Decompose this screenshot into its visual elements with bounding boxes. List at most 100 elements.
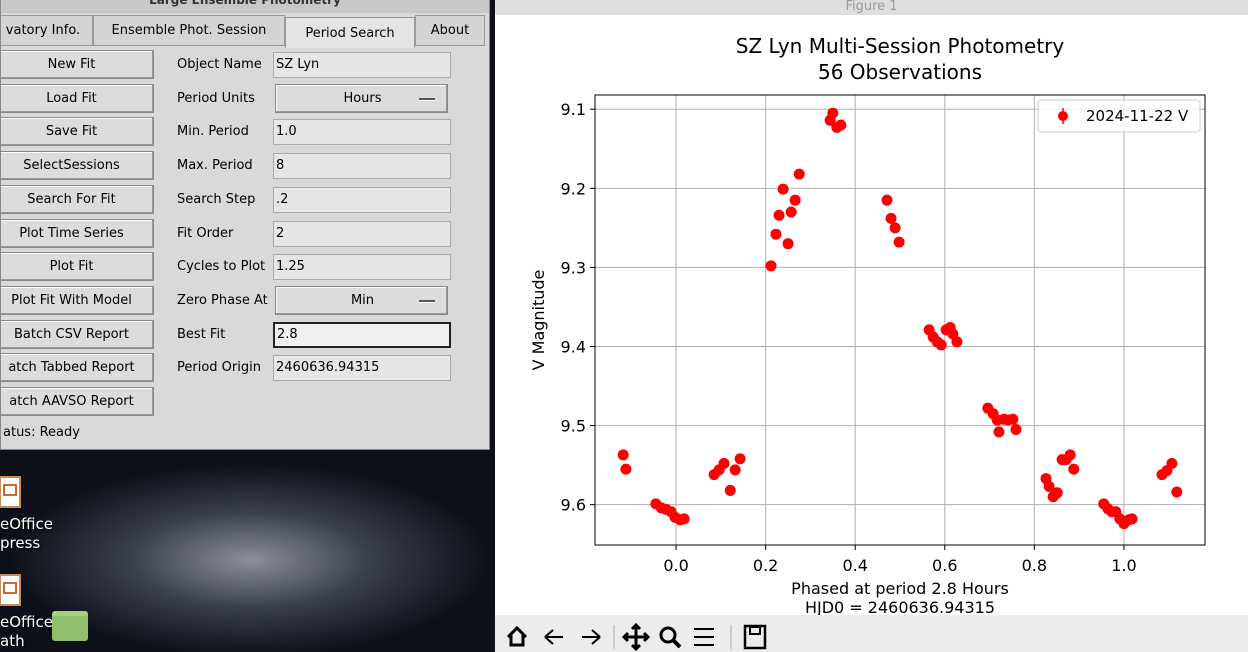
y-tick-label: 9.2 xyxy=(561,179,586,198)
button[interactable]: Search For Fit xyxy=(1,184,154,214)
icon-label: eOffice xyxy=(0,613,54,631)
field-label: Period Units xyxy=(177,90,255,106)
y-tick-label: 9.6 xyxy=(561,496,586,515)
dropdown[interactable]: Hours xyxy=(275,83,448,113)
tab[interactable]: Period Search xyxy=(285,17,415,48)
dropdown[interactable]: Min xyxy=(275,285,448,315)
field-label: Fit Order xyxy=(177,225,234,241)
button[interactable]: New Fit xyxy=(1,50,154,79)
data-point xyxy=(770,228,782,240)
button[interactable]: Plot Time Series xyxy=(1,218,154,248)
back-button[interactable] xyxy=(544,629,563,645)
tab[interactable]: vatory Info. xyxy=(1,15,93,46)
window-title: Figure 1 xyxy=(495,0,1248,15)
x-tick-label: 1.0 xyxy=(1111,556,1136,575)
text-field[interactable]: 2460636.94315 xyxy=(273,355,451,382)
text-field[interactable]: 2.8 xyxy=(273,321,451,348)
forward-button[interactable] xyxy=(582,629,601,645)
zoom-button[interactable] xyxy=(659,626,677,644)
y-axis-label: V Magnitude xyxy=(529,270,548,371)
field-label: Cycles to Plot xyxy=(177,259,266,275)
field-label: Period Origin xyxy=(177,360,261,376)
data-point xyxy=(1051,487,1063,499)
desktop-icon[interactable] xyxy=(0,573,40,608)
legend-marker xyxy=(1058,111,1068,121)
figure-window: Figure 1 SZ Lyn Multi-Session Photometry… xyxy=(495,0,1248,652)
data-point xyxy=(620,463,632,475)
plot-frame xyxy=(594,94,1206,546)
data-point xyxy=(835,119,847,131)
data-point xyxy=(1126,513,1138,525)
button[interactable]: Plot Fit With Model xyxy=(1,285,154,315)
x-tick-label: 0.4 xyxy=(842,556,867,575)
field-label: Search Step xyxy=(177,191,256,207)
icon-label: press xyxy=(0,534,41,552)
tab[interactable]: Ensemble Phot. Session xyxy=(93,15,285,46)
data-point xyxy=(678,513,690,525)
text-field[interactable]: .2 xyxy=(273,186,451,213)
data-point xyxy=(1171,486,1183,498)
toolbar-icons xyxy=(506,622,767,652)
button[interactable]: Batch CSV Report xyxy=(1,319,154,349)
data-point xyxy=(935,339,947,351)
tab[interactable]: About xyxy=(415,15,485,46)
chart-subtitle: 56 Observations xyxy=(818,60,982,84)
y-tick-label: 9.3 xyxy=(561,258,586,277)
field-label: Zero Phase At xyxy=(177,292,268,308)
save-icon-part xyxy=(749,626,761,635)
button[interactable]: Plot Fit xyxy=(1,252,154,282)
data-point xyxy=(827,107,839,119)
chart-title: SZ Lyn Multi-Session Photometry xyxy=(736,34,1065,58)
folder-icon[interactable] xyxy=(52,611,88,641)
icon-image xyxy=(0,574,21,606)
x-axis-label: HJD0 = 2460636.94315 xyxy=(805,598,995,615)
button[interactable]: Save Fit xyxy=(1,117,154,147)
field-label: Max. Period xyxy=(177,158,253,174)
x-tick-label: 0.2 xyxy=(753,556,778,575)
toolbar xyxy=(495,615,1248,652)
y-tick-label: 9.4 xyxy=(561,337,586,356)
data-point xyxy=(777,183,789,195)
text-field[interactable]: 8 xyxy=(273,153,451,180)
legend-label: 2024-11-22 V xyxy=(1086,107,1189,125)
x-tick-label: 0.0 xyxy=(663,556,688,575)
data-point xyxy=(724,484,736,496)
text-field[interactable]: 1.0 xyxy=(273,119,451,146)
data-point xyxy=(951,336,963,348)
icon-label: eOffice xyxy=(0,515,54,533)
x-tick-label: 0.6 xyxy=(932,556,957,575)
data-point xyxy=(1007,413,1019,425)
data-point xyxy=(1068,463,1080,475)
legend-box xyxy=(1037,99,1201,133)
save-button[interactable] xyxy=(743,624,767,650)
pan-button[interactable] xyxy=(621,622,651,652)
configure-button[interactable] xyxy=(694,628,714,646)
data-point xyxy=(773,209,785,221)
home-button[interactable] xyxy=(506,625,528,647)
data-point xyxy=(1166,458,1178,470)
data-point xyxy=(734,453,746,465)
text-field[interactable]: SZ Lyn xyxy=(273,52,451,78)
text-field[interactable]: 1.25 xyxy=(273,254,451,281)
data-point xyxy=(893,236,905,248)
zoom-handle xyxy=(671,638,682,649)
desktop-icon[interactable] xyxy=(0,475,40,510)
button[interactable]: Load Fit xyxy=(1,83,154,113)
text-field[interactable]: 2 xyxy=(273,220,451,247)
data-point xyxy=(881,194,893,206)
button[interactable]: atch AAVSO Report xyxy=(1,387,154,416)
data-point xyxy=(889,222,901,234)
button[interactable]: atch Tabbed Report xyxy=(1,353,154,383)
data-point xyxy=(718,458,730,470)
button[interactable]: SelectSessions xyxy=(1,151,154,181)
app-window: Large Ensemble Photometry vatory Info. En… xyxy=(0,0,490,450)
data-point xyxy=(765,260,777,272)
data-point xyxy=(785,206,797,218)
data-point xyxy=(1043,480,1055,492)
icon-label: ath xyxy=(0,632,25,650)
data-point xyxy=(1010,424,1022,436)
data-point xyxy=(793,168,805,180)
y-tick-label: 9.5 xyxy=(561,417,586,436)
